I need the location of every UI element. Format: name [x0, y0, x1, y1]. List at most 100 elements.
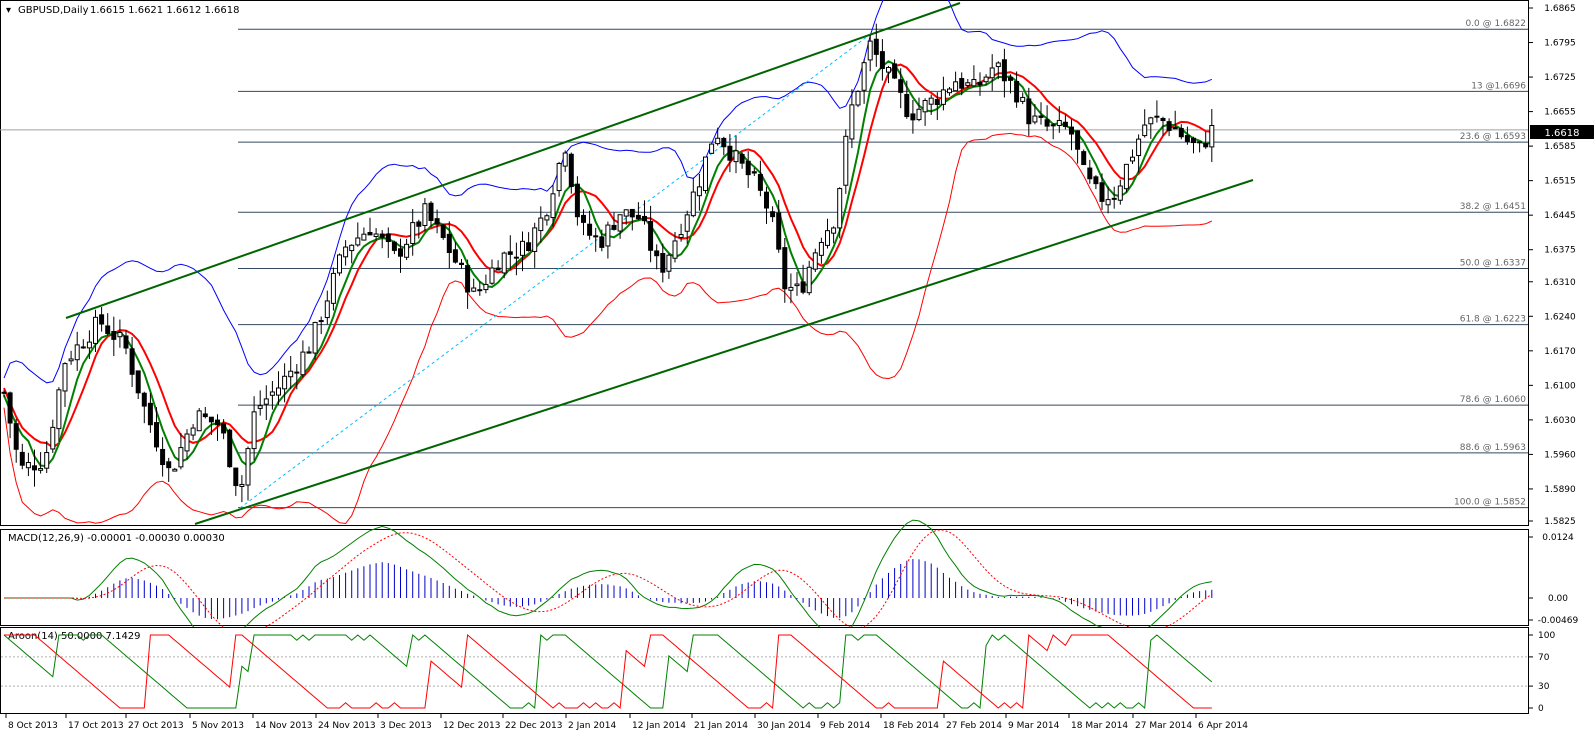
candle-body: [965, 82, 971, 86]
red-moving-average: [3, 63, 1212, 449]
candle-body: [1014, 81, 1020, 103]
date-tick-label: 30 Jan 2014: [757, 721, 811, 731]
candle-body: [337, 254, 342, 274]
price-tick-label: 1.6865: [1544, 4, 1576, 14]
date-axis: 8 Oct 2013 17 Oct 2013 27 Oct 2013 5 Nov 20…: [5, 713, 1248, 731]
candle-body: [1197, 141, 1203, 144]
candle-body: [86, 341, 92, 349]
candle-body: [1142, 124, 1148, 137]
candle-body: [617, 214, 623, 232]
macd-axis: 0.0124 0.00 -0.00469: [1528, 533, 1579, 626]
symbol-header: ▾ GBPUSD,Daily 1.6615 1.6621 1.6612 1.66…: [6, 5, 240, 16]
candle-body: [32, 465, 37, 471]
fibonacci-retracement[interactable]: 0.0 @ 1.6822 13 @1.6696 23.6 @ 1.6593 38.2 …: [238, 19, 1528, 509]
price-tick-label: 1.6240: [1544, 312, 1576, 322]
candle-body: [1123, 163, 1129, 190]
candle-body: [489, 267, 495, 284]
candle-body: [861, 62, 867, 91]
candle-body: [898, 79, 904, 93]
candle-body: [129, 348, 135, 375]
price-tick-label: 1.5890: [1544, 485, 1576, 495]
fib-level-label: 61.8 @ 1.6223: [1460, 315, 1526, 325]
candle-body: [526, 242, 532, 252]
candle-body: [50, 426, 56, 450]
macd-label: MACD(12,26,9) -0.00001 -0.00030 0.00030: [8, 533, 225, 544]
candle-body: [227, 429, 233, 468]
candle-body: [916, 108, 922, 121]
candle-body: [288, 370, 294, 378]
candle-body: [391, 241, 397, 251]
fib-level-label: 50.0 @ 1.6337: [1460, 258, 1526, 268]
candlesticks: [1, 23, 1215, 503]
aroon-label: Aroon(14) 50.0000 7.1429: [8, 631, 141, 642]
candle-body: [837, 188, 843, 229]
candle-body: [105, 325, 111, 334]
candle-body: [324, 300, 330, 319]
candle-body: [1069, 126, 1074, 135]
candle-body: [794, 283, 800, 287]
candle-body: [196, 410, 202, 432]
trend-channel[interactable]: [65, 2, 1254, 525]
candle-body: [263, 398, 269, 405]
date-tick-label: 8 Oct 2013: [8, 721, 58, 731]
candle-body: [1130, 156, 1135, 162]
candle-body: [330, 272, 336, 304]
aroon-tick-label: 70: [1538, 653, 1550, 663]
candle-body: [1117, 185, 1123, 201]
candle-body: [928, 97, 934, 105]
candle-body: [703, 156, 708, 192]
candle-body: [660, 253, 666, 273]
candle-body: [68, 358, 74, 362]
date-tick-label: 21 Jan 2014: [694, 721, 748, 731]
candle-body: [1075, 130, 1081, 150]
candle-body: [221, 423, 227, 434]
aroon-panel[interactable]: [0, 627, 1529, 714]
candle-body: [727, 145, 733, 161]
fib-level-label: 0.0 @ 1.6822: [1465, 19, 1526, 29]
candle-body: [1166, 121, 1172, 131]
aroon-tick-label: 100: [1538, 631, 1555, 641]
candle-body: [361, 233, 367, 241]
candle-body: [513, 256, 519, 259]
candle-body: [123, 335, 129, 349]
macd-signal-line: [4, 529, 1213, 636]
candle-body: [672, 240, 678, 259]
candle-body: [1001, 59, 1007, 82]
candle-body: [678, 234, 684, 238]
candle-body: [1056, 119, 1062, 127]
price-tick-label: 1.6725: [1544, 73, 1576, 83]
price-tick-label: 1.6310: [1544, 278, 1576, 288]
candle-body: [367, 232, 373, 236]
candle-body: [764, 191, 769, 209]
candle-body: [1105, 199, 1111, 206]
candle-body: [306, 351, 312, 354]
candle-body: [806, 266, 812, 294]
price-tick-label: 1.6170: [1544, 347, 1576, 357]
candle-body: [190, 427, 196, 436]
aroon-plot: [3, 633, 1213, 710]
candle-body: [13, 423, 19, 450]
candle-body: [611, 224, 617, 230]
envelope-bands: [3, 0, 1213, 525]
candle-body: [38, 468, 44, 471]
candle-body: [696, 186, 702, 197]
macd-panel[interactable]: [0, 529, 1529, 626]
date-tick-label: 3 Dec 2013: [380, 721, 432, 731]
candle-body: [1172, 126, 1178, 130]
candle-body: [178, 447, 184, 468]
candle-body: [959, 78, 965, 89]
candle-body: [373, 233, 379, 237]
fib-diagonal-line: [239, 35, 869, 509]
price-axis: 1.6865 1.6795 1.6725 1.6655 1.6585 1.6515 1.64…: [1528, 4, 1576, 527]
aroon-up-line: [3, 633, 1213, 710]
candle-body: [654, 250, 660, 257]
fib-level-label: 23.6 @ 1.6593: [1460, 132, 1526, 142]
macd-tick-label: -0.00469: [1538, 616, 1579, 626]
candle-body: [751, 171, 757, 174]
candle-body: [25, 461, 31, 469]
candle-body: [257, 405, 263, 409]
candle-body: [1184, 135, 1190, 143]
candle-body: [245, 448, 251, 486]
candle-body: [19, 451, 25, 466]
